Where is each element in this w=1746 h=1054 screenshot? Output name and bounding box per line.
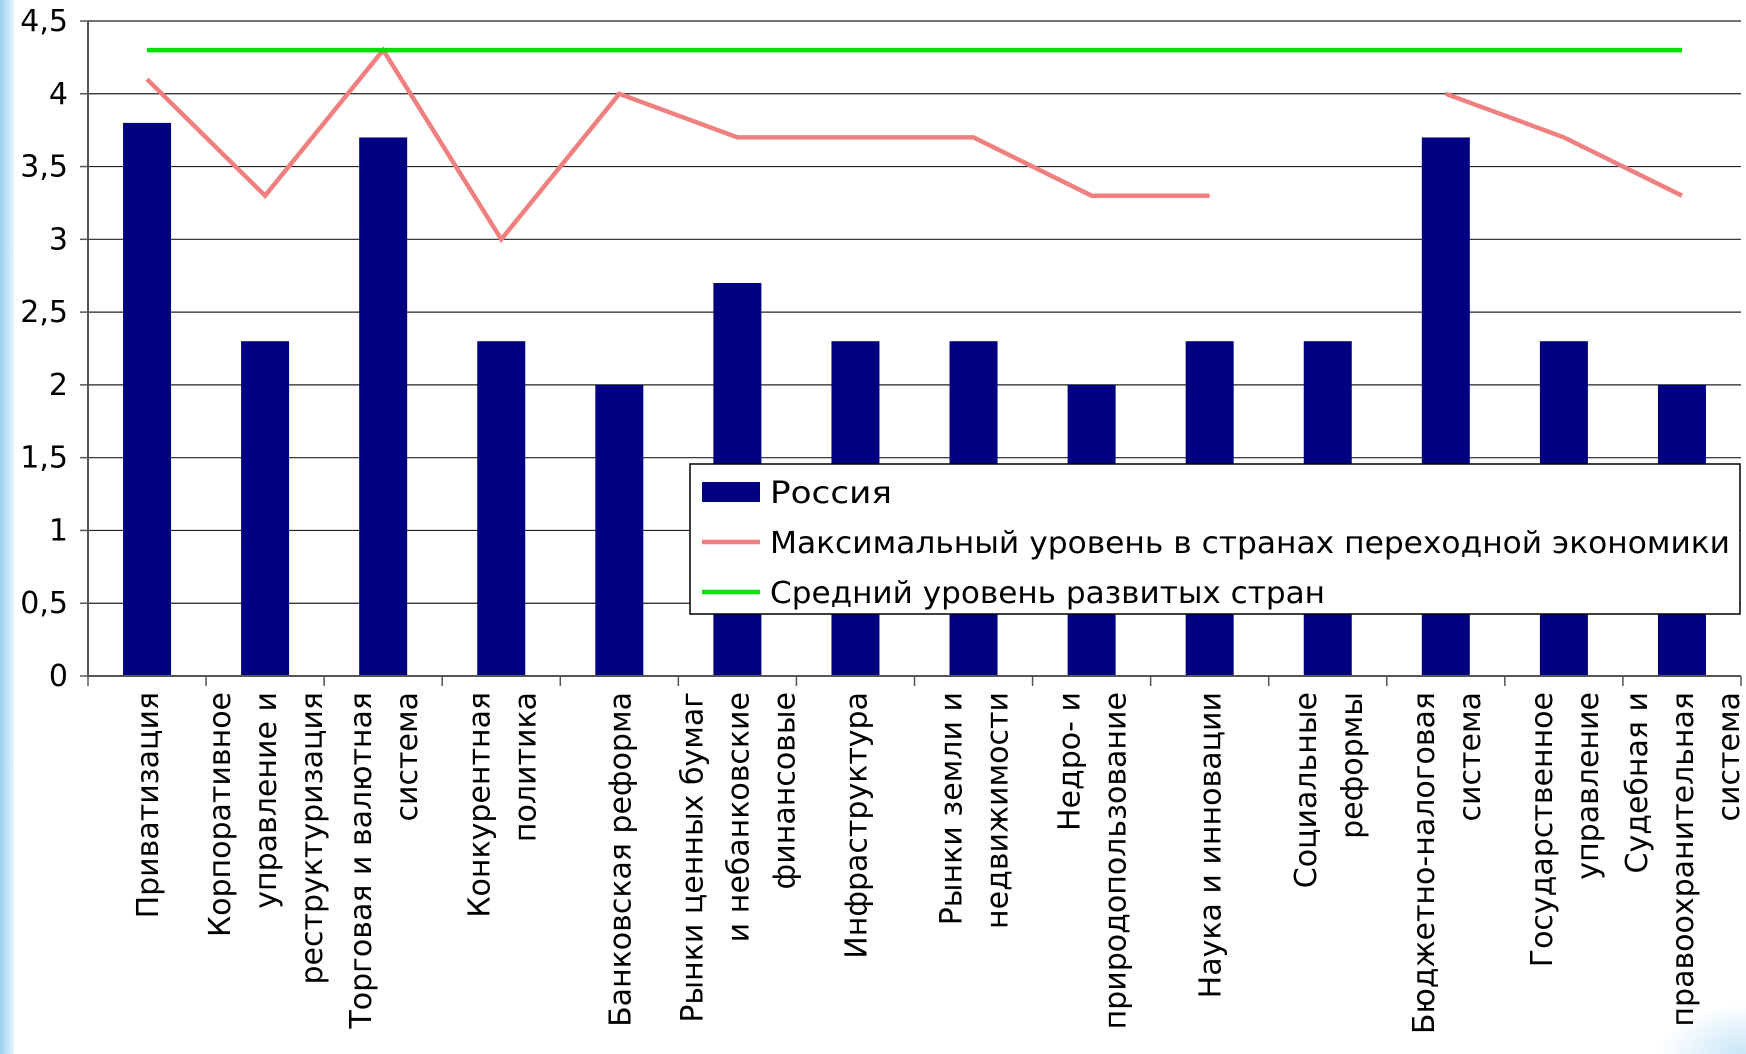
y-tick-label: 3 <box>49 222 68 257</box>
y-axis-ticks: 0 0,5 1 1,5 2 2,5 3 3,5 4 4,5 <box>20 4 88 694</box>
x-tick-label: Рынки ценных бумаг <box>675 692 710 1023</box>
bar-russia <box>595 384 644 676</box>
x-tick-label: Государственное <box>1525 692 1560 967</box>
x-tick-label: Банковская реформа <box>603 692 638 1027</box>
x-tick-label: Наука и инновации <box>1194 692 1229 998</box>
y-tick-label: 1,5 <box>20 441 68 476</box>
y-tick-label: 4,5 <box>20 4 68 39</box>
x-tick-label: финансовые <box>767 692 802 889</box>
legend-label: Максимальный уровень в странах переходно… <box>770 526 1730 561</box>
legend-label: Россия <box>770 476 892 511</box>
series-lines <box>145 46 1683 244</box>
x-tick-label: система <box>1712 692 1746 821</box>
x-tick-label: природопользование <box>1099 692 1134 1029</box>
x-tick-label: Приватизация <box>131 692 166 918</box>
x-tick-label: управление и <box>249 692 284 909</box>
legend-label: Средний уровень развитых стран <box>770 576 1325 611</box>
y-tick-label: 3,5 <box>20 150 68 185</box>
left-decorative-strip <box>0 0 14 1054</box>
y-tick-label: 1 <box>49 513 68 548</box>
x-tick-label: Социальные <box>1289 692 1324 888</box>
y-tick-label: 0 <box>49 659 68 694</box>
series-line <box>145 46 1683 244</box>
x-tick-label: система <box>390 692 425 821</box>
x-axis-labels: Приватизация Корпоративное управление и рес… <box>131 692 1746 1034</box>
bar-russia <box>359 137 408 676</box>
x-tick-label: Торговая и валютная <box>344 692 379 1030</box>
bar-russia <box>123 122 172 676</box>
x-tick-label: недвижимости <box>981 692 1016 929</box>
bar-russia <box>241 341 290 676</box>
legend-swatch <box>702 482 760 502</box>
y-tick-label: 2 <box>49 368 68 403</box>
x-tick-label: Судебная и <box>1620 692 1655 873</box>
y-tick-label: 4 <box>49 77 68 112</box>
x-tick-label: реформы <box>1335 692 1370 839</box>
x-tick-label: политика <box>508 692 543 842</box>
x-tick-label: реструктуризация <box>295 692 330 984</box>
x-tick-label: Бюджетно-налоговая <box>1407 692 1442 1034</box>
legend-box <box>689 463 1741 615</box>
x-tick-label: Корпоративное <box>203 692 238 937</box>
x-tick-label: и небанковские <box>721 692 756 942</box>
bar-russia <box>477 341 526 676</box>
x-tick-label: управление <box>1571 692 1606 880</box>
x-tick-label: Недро- и <box>1053 692 1088 831</box>
corner-decoration <box>1656 1004 1746 1054</box>
y-tick-label: 0,5 <box>20 586 68 621</box>
x-tick-label: Конкурентная <box>462 692 497 918</box>
legend: Россия Максимальный уровень в странах пер… <box>689 463 1741 615</box>
x-tick-label: Инфраструктура <box>839 692 874 959</box>
x-tick-label: Рынки земли и <box>935 692 970 925</box>
x-tick-label: правоохранительная <box>1666 692 1701 1027</box>
x-tick-label: система <box>1453 692 1488 821</box>
axes <box>87 21 1742 686</box>
y-tick-label: 2,5 <box>20 295 68 330</box>
